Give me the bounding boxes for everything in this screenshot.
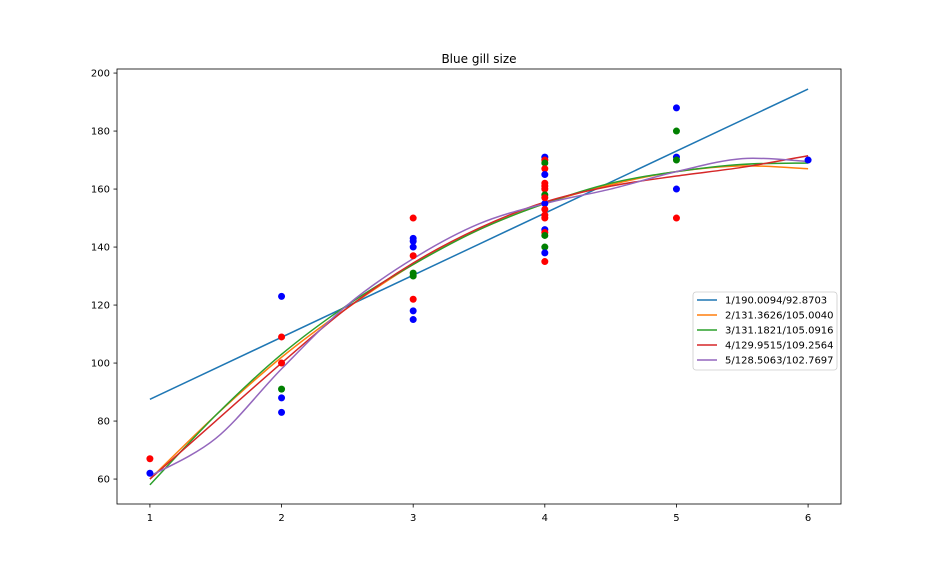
data-point [541, 214, 549, 222]
data-point [278, 292, 286, 300]
chart-title: Blue gill size [441, 52, 516, 66]
fit-curve-1 [149, 88, 809, 400]
y-tick-label: 180 [91, 127, 110, 138]
data-point [541, 171, 549, 179]
y-tick-label: 100 [91, 359, 110, 370]
data-point [409, 307, 417, 315]
data-point [146, 469, 154, 477]
x-tick-label: 1 [147, 513, 153, 524]
y-tick-label: 60 [97, 475, 110, 486]
data-point [541, 185, 549, 193]
y-tick-label: 140 [91, 243, 110, 254]
data-point [278, 394, 286, 402]
data-point [278, 359, 286, 367]
x-tick-label: 3 [410, 513, 416, 524]
data-point [409, 295, 417, 303]
data-point [541, 194, 549, 202]
data-point [409, 214, 417, 222]
legend: 1/190.0094/92.8703 2/131.3626/105.0040 3/1… [692, 291, 838, 371]
data-point [672, 214, 680, 222]
data-point [409, 316, 417, 324]
data-point [409, 252, 417, 260]
data-point [672, 156, 680, 164]
y-tick-label: 120 [91, 301, 110, 312]
data-point [278, 408, 286, 416]
data-point [409, 272, 417, 280]
fit-curve-3 [149, 162, 809, 486]
data-point [672, 104, 680, 112]
x-tick-label: 6 [805, 513, 811, 524]
y-tick-label: 200 [91, 69, 110, 80]
data-point [409, 237, 417, 245]
legend-label: 2/131.3626/105.0040 [725, 311, 834, 322]
legend-label: 5/128.5063/102.7697 [725, 356, 834, 367]
data-point [541, 243, 549, 251]
data-point [541, 258, 549, 266]
fit-curve-4 [149, 154, 809, 480]
x-tick-label: 2 [278, 513, 284, 524]
fit-curve-5 [149, 157, 809, 477]
data-point [804, 156, 812, 164]
data-point [541, 200, 549, 208]
legend-label: 3/131.1821/105.0916 [725, 326, 834, 337]
legend-label: 4/129.9515/109.2564 [725, 341, 834, 352]
data-point [541, 205, 549, 213]
x-tick-label: 4 [542, 513, 548, 524]
data-point [541, 159, 549, 167]
legend-label: 1/190.0094/92.8703 [725, 296, 827, 307]
data-point [672, 127, 680, 135]
data-point [409, 243, 417, 251]
data-point [541, 231, 549, 239]
legend-box [692, 291, 838, 371]
data-point [146, 455, 154, 463]
data-point [672, 185, 680, 193]
data-point [278, 385, 286, 393]
data-point [541, 249, 549, 257]
data-point [278, 333, 286, 341]
x-tick-label: 5 [673, 513, 679, 524]
y-tick-label: 80 [97, 417, 110, 428]
y-tick-label: 160 [91, 185, 110, 196]
data-point [541, 165, 549, 173]
plot-frame [116, 68, 842, 505]
